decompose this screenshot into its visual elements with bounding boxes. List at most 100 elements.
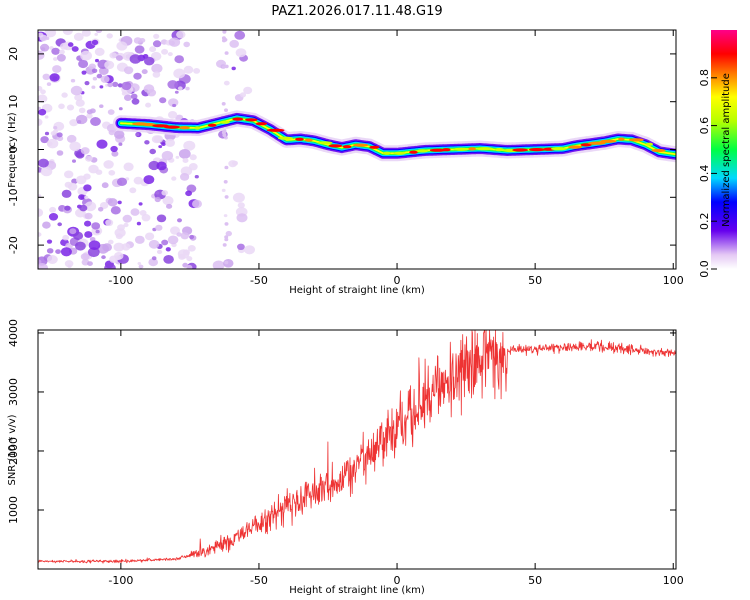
spectrogram-noise-blob xyxy=(141,69,148,75)
spectrogram-noise-blob xyxy=(117,224,125,231)
spectrogram-noise-blob xyxy=(80,253,90,261)
spectrogram-noise-blob xyxy=(86,109,93,115)
spectrogram-noise-blob xyxy=(224,260,229,265)
spectrogram-noise-blob xyxy=(46,248,54,254)
spectrogram-noise-blob xyxy=(91,68,98,74)
spectrogram-noise-blob xyxy=(145,102,152,108)
spectrogram-noise-blob xyxy=(94,47,105,57)
spectrogram-noise-blob xyxy=(106,33,113,39)
spectrogram-noise-blob xyxy=(192,199,202,209)
spectrogram-noise-blob xyxy=(78,194,86,201)
spectrogram-peak xyxy=(369,145,380,149)
spectrogram-noise-blob xyxy=(38,106,41,110)
spectrogram-noise-blob xyxy=(95,169,103,175)
spectrogram-noise-blob xyxy=(53,57,58,61)
spectrogram-noise-blob xyxy=(180,173,190,181)
colorbar-gradient xyxy=(711,30,737,269)
spectrogram-noise-blob xyxy=(149,148,156,155)
spectrogram-peak xyxy=(245,118,258,122)
spectrogram-peak xyxy=(416,149,429,153)
spectrogram-noise-blob xyxy=(154,196,161,203)
spectrogram-noise-blob xyxy=(55,249,61,255)
spectrogram-noise-blob xyxy=(110,145,118,153)
spectrogram-peak xyxy=(194,126,201,130)
spectrogram-noise-blob xyxy=(51,47,60,55)
spectrogram-noise-blob xyxy=(144,140,150,145)
spectrogram-noise-blob xyxy=(134,45,145,54)
x-tick-label: 0 xyxy=(394,274,401,287)
spectrogram-noise-blob xyxy=(174,90,179,94)
colorbar: 0.0 0.2 0.4 0.6 0.8 Normalized spectral ampl… xyxy=(698,30,737,278)
spectrogram-noise-blob xyxy=(113,242,125,252)
spectrogram-peak xyxy=(588,141,606,145)
spectrogram-noise-blob xyxy=(222,30,227,34)
spectrogram-noise-blob xyxy=(143,84,155,94)
spectrogram-noise-blob xyxy=(56,150,64,156)
snr-plot-frame xyxy=(37,329,677,570)
spectrogram-noise-blob xyxy=(40,166,53,177)
x-tick-label: 100 xyxy=(663,274,684,287)
spectrogram-y-axis-label: Frequency (Hz) xyxy=(7,112,18,188)
spectrogram-noise-blob xyxy=(92,76,98,81)
spectrogram-peak xyxy=(304,138,313,142)
spectrogram-noise-blob xyxy=(46,239,53,244)
spectrogram-peak xyxy=(494,148,504,152)
spectrogram-peak xyxy=(382,151,391,155)
spectrogram-noise-blob xyxy=(38,94,48,103)
spectrogram-noise-blob xyxy=(84,201,97,212)
spectrogram-noise-blob xyxy=(130,93,138,100)
spectrogram-noise-layer xyxy=(38,30,255,269)
spectrogram-noise-blob xyxy=(80,50,92,61)
spectrogram-peak xyxy=(328,144,343,148)
spectrogram-peak xyxy=(429,148,446,152)
spectrogram-noise-blob xyxy=(186,256,193,262)
spectrogram-peak xyxy=(442,148,451,152)
spectrogram-noise-blob xyxy=(131,98,140,105)
spectrogram-noise-blob xyxy=(185,190,193,197)
x-tick-label: 50 xyxy=(528,574,542,587)
spectrogram-noise-blob xyxy=(40,89,46,95)
spectrogram-peak xyxy=(568,145,583,149)
spectrogram-peak xyxy=(551,147,567,151)
spectrogram-noise-blob xyxy=(42,73,51,81)
spectrogram-noise-blob xyxy=(84,231,93,238)
spectrogram-noise-blob xyxy=(67,264,72,268)
x-tick-label: -100 xyxy=(108,274,133,287)
spectrogram-noise-blob xyxy=(116,177,128,186)
spectrogram-noise-blob xyxy=(237,202,245,209)
spectrogram-noise-blob xyxy=(176,232,182,237)
spectrogram-noise-blob xyxy=(53,126,58,130)
spectrogram-noise-blob xyxy=(121,243,131,251)
spectrogram-noise-blob xyxy=(157,250,162,254)
spectrogram-noise-blob xyxy=(235,48,247,58)
spectrogram-noise-blob xyxy=(185,86,190,91)
spectrogram-peak xyxy=(512,148,529,152)
spectrogram-noise-blob xyxy=(182,158,189,163)
spectrogram-noise-blob xyxy=(167,80,178,89)
x-tick-label: -50 xyxy=(250,574,268,587)
snr-y-ticks: 1000 2000 3000 4000 xyxy=(7,319,676,524)
x-tick-label: 100 xyxy=(663,574,684,587)
spectrogram-noise-blob xyxy=(133,176,143,185)
spectrogram-noise-blob xyxy=(155,224,163,231)
spectrogram-noise-blob xyxy=(111,150,119,157)
y-tick-label: 1000 xyxy=(7,496,20,524)
spectrogram-noise-blob xyxy=(224,195,229,199)
spectrogram-noise-blob xyxy=(62,234,70,241)
spectrogram-noise-blob xyxy=(49,206,57,213)
spectrogram-noise-blob xyxy=(158,145,163,149)
x-tick-label: -50 xyxy=(250,274,268,287)
spectrogram-noise-blob xyxy=(225,230,232,237)
spectrogram-noise-blob xyxy=(237,243,245,250)
spectrogram-noise-blob xyxy=(39,34,48,42)
spectrogram-noise-blob xyxy=(178,149,191,159)
spectrogram-noise-blob xyxy=(224,165,229,170)
spectrogram-noise-blob xyxy=(61,189,72,198)
spectrogram-noise-blob xyxy=(75,241,86,251)
spectrogram-noise-blob xyxy=(149,46,157,53)
spectrogram-peak xyxy=(353,143,369,147)
spectrogram-noise-blob xyxy=(72,159,76,163)
spectrogram-noise-blob xyxy=(46,82,52,86)
spectrogram-noise-blob xyxy=(87,261,93,266)
spectrogram-noise-blob xyxy=(44,30,57,38)
